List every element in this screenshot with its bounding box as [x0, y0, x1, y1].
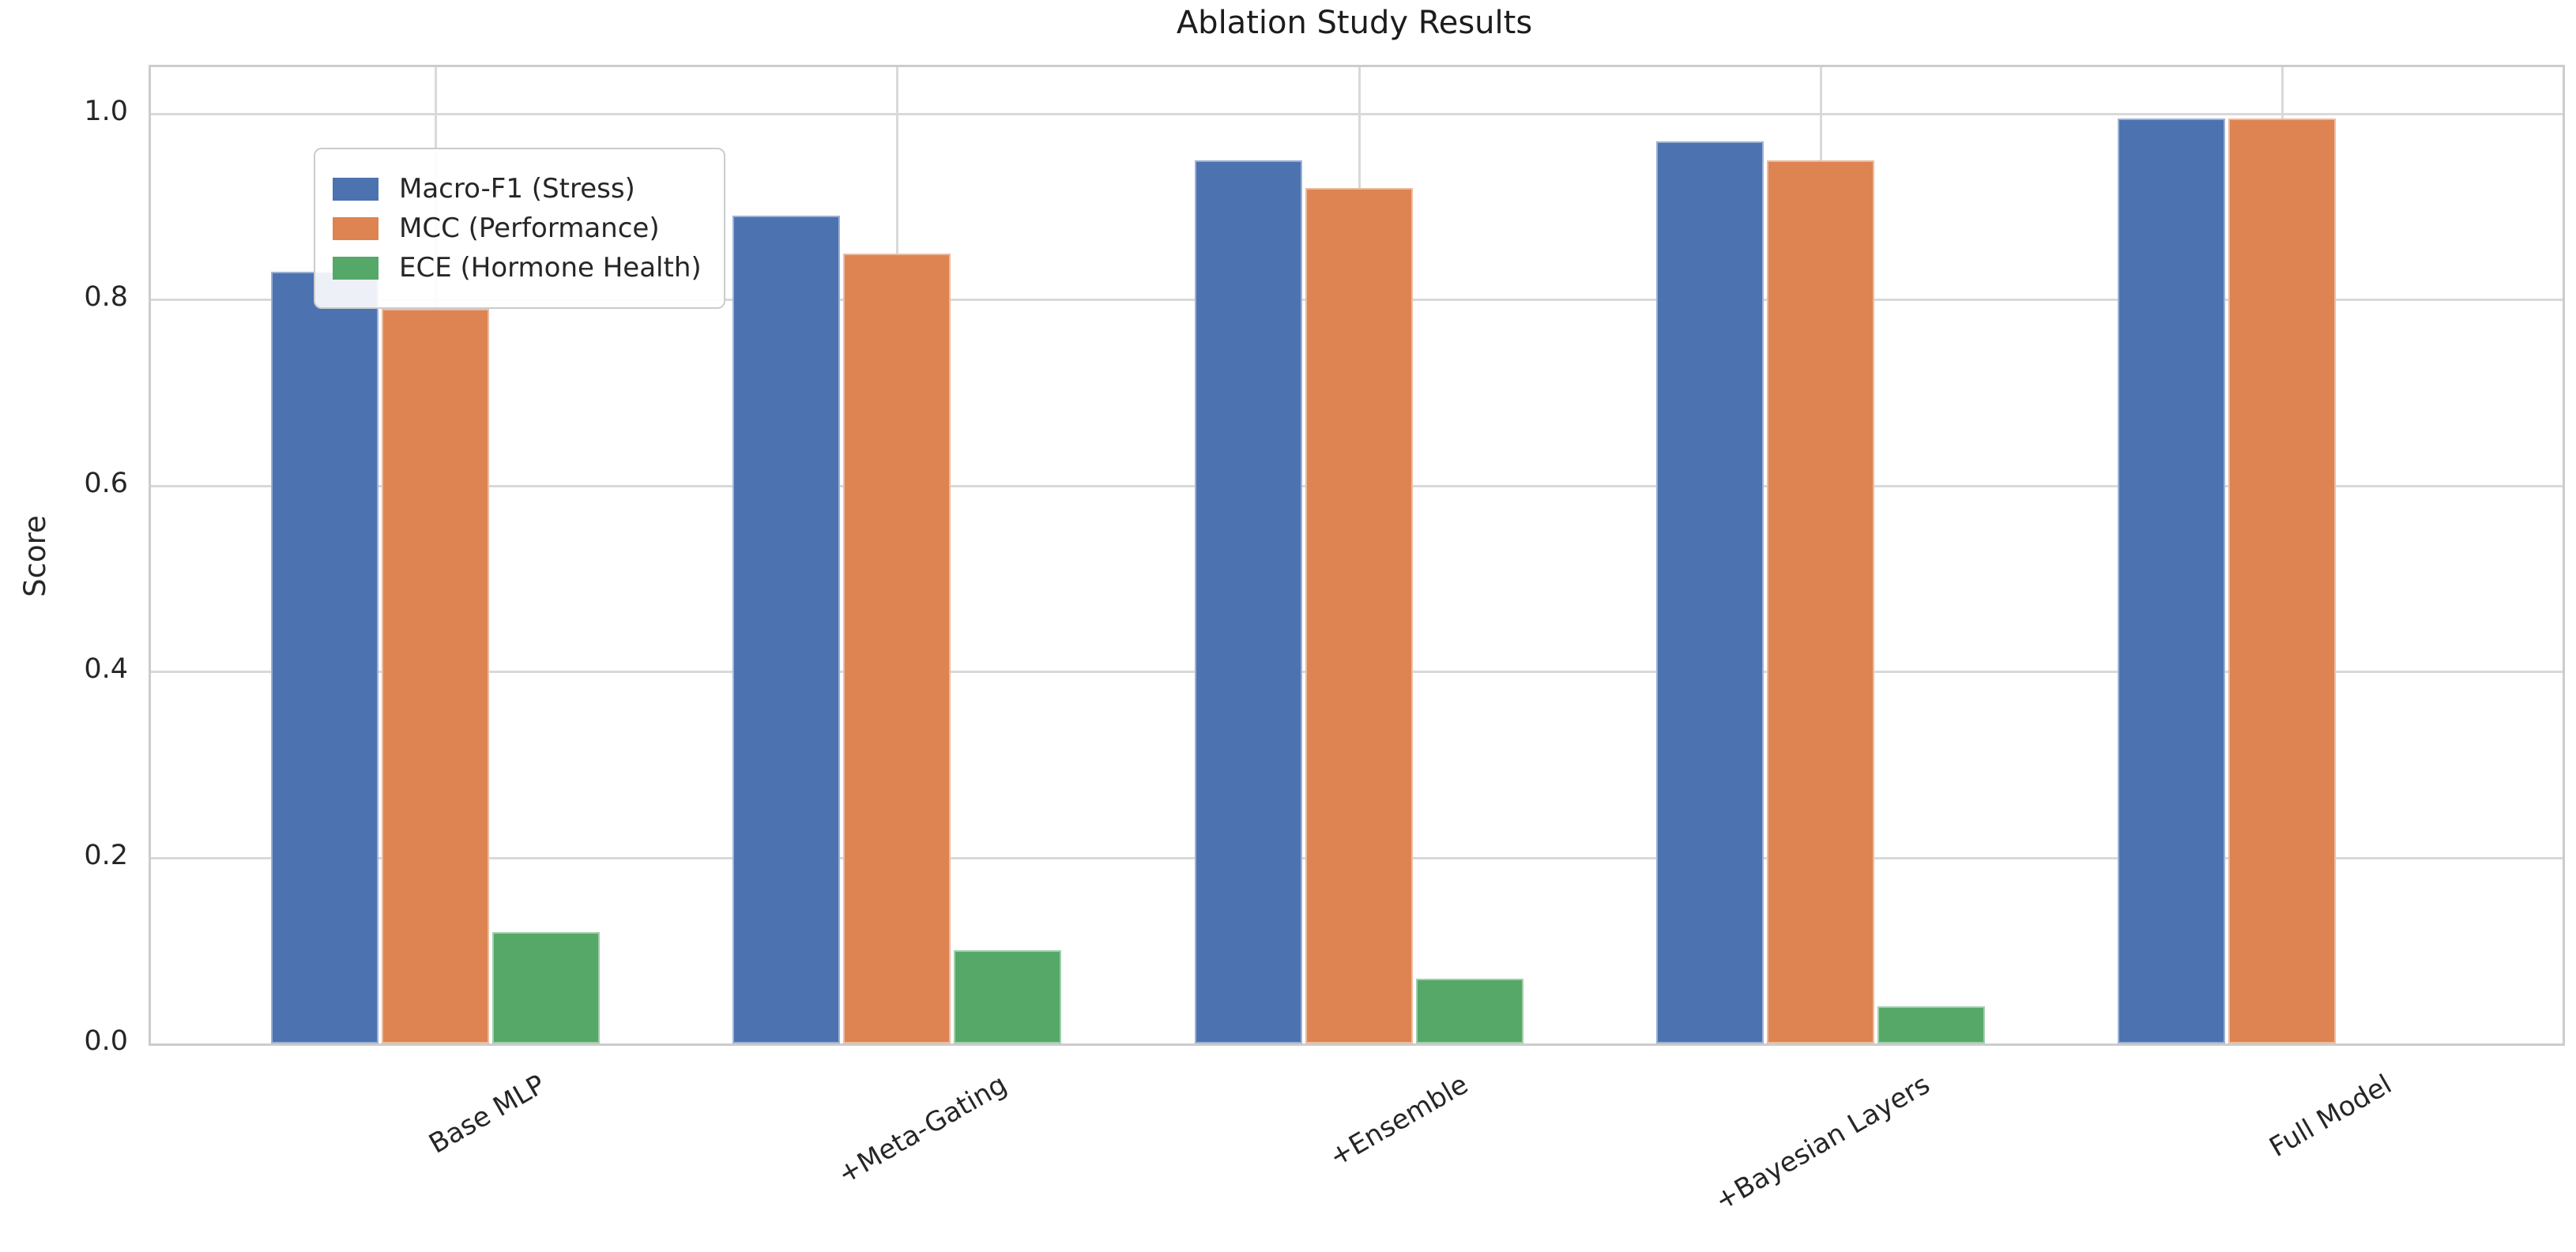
y-tick-label-0.6: 0.6 — [84, 467, 128, 499]
bar-mcc--meta-gating — [843, 254, 951, 1043]
chart-title: Ablation Study Results — [1176, 5, 1533, 41]
bar-ece--bayesian-layers — [1877, 1006, 1985, 1043]
y-tick-label-0.2: 0.2 — [84, 839, 128, 871]
bar-ece--ensemble — [1415, 979, 1523, 1043]
bar-ece--meta-gating — [954, 950, 1062, 1043]
bar-mcc--ensemble — [1305, 188, 1413, 1043]
legend-label: MCC (Performance) — [399, 212, 660, 244]
legend: Macro-F1 (Stress) MCC (Performance) ECE (H… — [314, 148, 725, 309]
legend-item-2: ECE (Hormone Health) — [333, 252, 702, 284]
legend-item-0: Macro-F1 (Stress) — [333, 173, 702, 205]
legend-label: ECE (Hormone Health) — [399, 252, 702, 284]
y-tick-label-0.0: 0.0 — [84, 1025, 128, 1057]
legend-item-1: MCC (Performance) — [333, 212, 702, 244]
legend-label: Macro-F1 (Stress) — [399, 173, 635, 205]
y-tick-label-1.0: 1.0 — [84, 96, 128, 127]
bar-mcc-base-mlp — [382, 309, 489, 1043]
bar-mcc-full-model — [2228, 118, 2336, 1043]
y-axis-label: Score — [18, 515, 52, 597]
y-tick-label-0.8: 0.8 — [84, 281, 128, 314]
bar-macro-f1-base-mlp — [271, 272, 378, 1043]
x-tick-label-full-model: Full Model — [2264, 1068, 2397, 1164]
bar-macro-f1--bayesian-layers — [1655, 141, 1764, 1043]
legend-swatch-icon — [333, 177, 378, 201]
bar-macro-f1--ensemble — [1194, 160, 1302, 1043]
x-tick-label--ensemble: +Ensemble — [1324, 1068, 1474, 1174]
legend-swatch-icon — [333, 216, 378, 240]
bar-macro-f1-full-model — [2118, 118, 2225, 1043]
x-tick-label-base-mlp: Base MLP — [423, 1068, 551, 1160]
plot-area: Macro-F1 (Stress) MCC (Performance) ECE (H… — [149, 65, 2565, 1046]
gridline-y-1.0 — [151, 113, 2563, 115]
bar-ece-base-mlp — [492, 932, 600, 1043]
y-tick-label-0.4: 0.4 — [84, 653, 128, 686]
x-tick-label--meta-gating: +Meta-Gating — [832, 1068, 1012, 1191]
bar-mcc--bayesian-layers — [1766, 160, 1874, 1043]
x-tick-label--bayesian-layers: +Bayesian Layers — [1709, 1068, 1936, 1217]
legend-swatch-icon — [333, 256, 378, 280]
bar-macro-f1--meta-gating — [733, 216, 841, 1043]
